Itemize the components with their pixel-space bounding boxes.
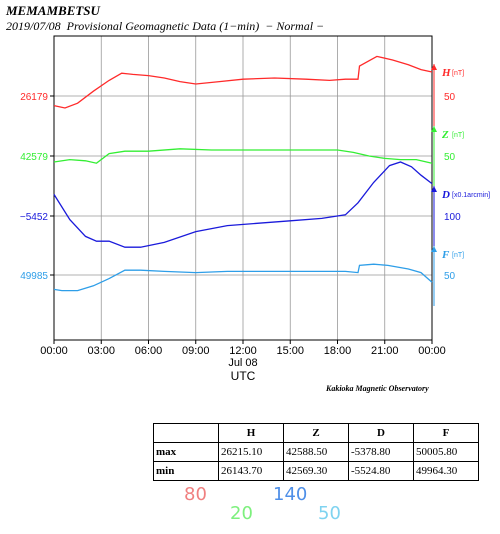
- series-right-scale-z: 50: [444, 152, 456, 163]
- stats-cell: 49964.30: [413, 461, 479, 481]
- handwritten-d-scale: 140: [273, 484, 308, 505]
- series-unit-f: [nT]: [452, 252, 464, 259]
- station-name: MEMAMBETSU: [6, 3, 100, 18]
- series-line-z: [53, 148, 433, 164]
- stats-header-row: H Z D F: [153, 423, 479, 443]
- series-line-h: [53, 55, 433, 109]
- x-tick-label: 15:00: [276, 345, 304, 357]
- stats-header-z: Z: [283, 423, 349, 443]
- stats-header-d: D: [348, 423, 414, 443]
- stats-cell: 26143.70: [218, 461, 284, 481]
- x-tick-label: 00:00: [40, 345, 68, 357]
- series-unit-z: [nT]: [452, 132, 464, 139]
- stats-row-max: max 26215.10 42588.50 -5378.80 50005.80: [153, 442, 479, 462]
- series-name-z: Z: [441, 129, 449, 141]
- x-tick-label: 21:00: [371, 345, 399, 357]
- date-label: Jul 08: [228, 357, 257, 369]
- scale-arrowhead: [431, 64, 437, 70]
- x-tick-label: 00:00: [418, 345, 446, 357]
- series-name-d: D: [441, 189, 450, 201]
- credit-text: Kakioka Magnetic Observatory: [326, 384, 429, 393]
- series-name-h: H: [441, 67, 451, 79]
- series-left-label-h: 26179: [20, 92, 48, 103]
- stats-corner: [153, 423, 219, 443]
- x-tick-label: 06:00: [135, 345, 163, 357]
- stats-cell: -5378.80: [348, 442, 414, 462]
- handwritten-f-scale: 50: [318, 503, 341, 524]
- series-line-d: [53, 161, 433, 248]
- stats-table: H Z D F max 26215.10 42588.50 -5378.80 5…: [153, 423, 479, 481]
- series-left-label-d: −5452: [20, 212, 49, 223]
- series-right-scale-f: 50: [444, 271, 456, 282]
- stats-cell: 42588.50: [283, 442, 349, 462]
- scale-arrowhead: [431, 186, 437, 192]
- series-name-f: F: [441, 249, 450, 261]
- stats-header-h: H: [218, 423, 284, 443]
- stats-row-label: min: [153, 461, 219, 481]
- geomagnetic-chart: 00:00 03:00 06:00 09:00 12:00 15:00 18:00 21:00…: [20, 35, 490, 383]
- chart-subtitle: 2019/07/08 Provisional Geomagnetic Data …: [6, 19, 325, 33]
- handwritten-h-scale: 80: [184, 484, 207, 505]
- stats-row-label: max: [153, 442, 219, 462]
- series-unit-h: [nT]: [452, 70, 464, 77]
- series-left-label-z: 42579: [20, 152, 48, 163]
- handwritten-z-scale: 20: [230, 503, 253, 524]
- series-right-scale-d: 100: [444, 212, 461, 223]
- x-tick-label: 12:00: [229, 345, 257, 357]
- scale-arrowhead: [431, 126, 437, 132]
- stats-cell: 50005.80: [413, 442, 479, 462]
- stats-cell: 26215.10: [218, 442, 284, 462]
- x-tick-label: 03:00: [87, 345, 115, 357]
- x-axis-label: UTC: [231, 369, 256, 383]
- stats-cell: -5524.80: [348, 461, 414, 481]
- stats-cell: 42569.30: [283, 461, 349, 481]
- series-left-label-f: 49985: [20, 271, 48, 282]
- stats-header-f: F: [413, 423, 479, 443]
- x-tick-label: 09:00: [182, 345, 210, 357]
- stats-row-min: min 26143.70 42569.30 -5524.80 49964.30: [153, 461, 479, 481]
- series-line-f: [53, 263, 433, 292]
- x-tick-label: 18:00: [324, 345, 352, 357]
- series-right-scale-h: 50: [444, 92, 456, 103]
- series-unit-d: [x0.1arcmin]: [452, 192, 490, 199]
- scale-arrowhead: [431, 246, 437, 252]
